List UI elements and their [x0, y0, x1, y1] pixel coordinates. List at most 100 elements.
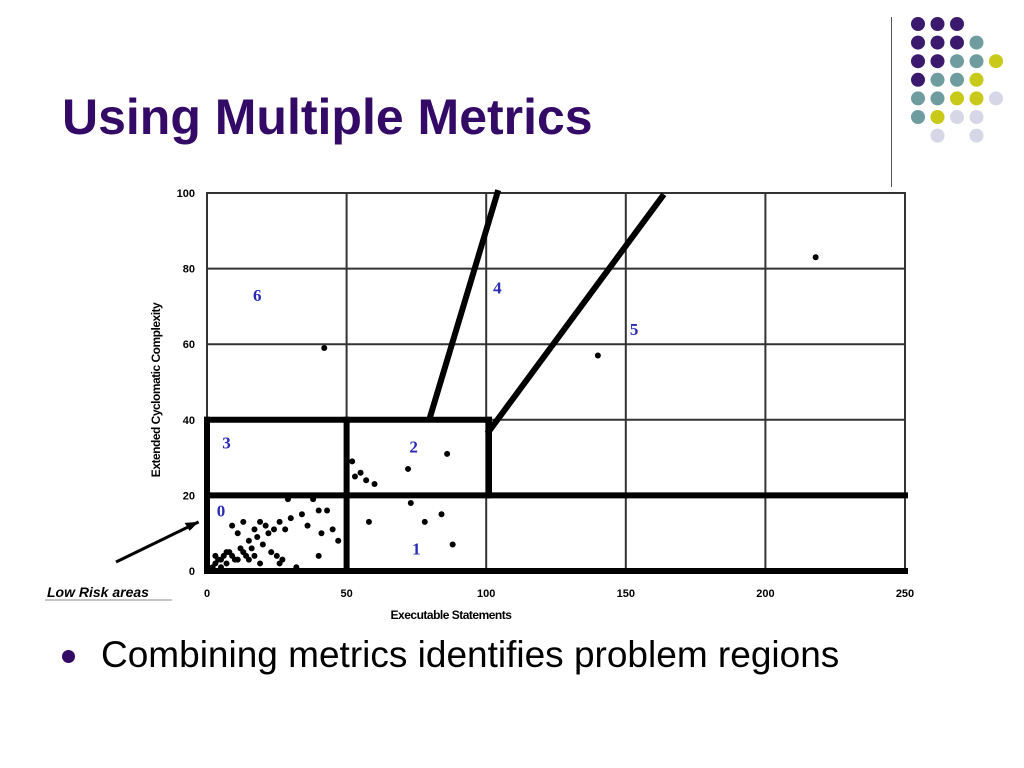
- bullet-item: Combining metrics identifies problem reg…: [62, 634, 839, 676]
- annotation-arrowhead-icon: [184, 521, 199, 531]
- plot-frame: [206, 192, 906, 572]
- decorative-dot-grid: [911, 17, 1003, 143]
- region-label: 1: [412, 539, 421, 558]
- y-tick-label: 0: [189, 566, 195, 578]
- decorative-dot: [969, 91, 984, 106]
- data-point: [594, 352, 601, 359]
- decorative-dot: [969, 128, 984, 143]
- data-point: [363, 477, 370, 484]
- data-point: [282, 526, 289, 533]
- decorative-dot: [930, 110, 945, 124]
- decorative-dot: [930, 17, 945, 31]
- region-boundary-line: [426, 189, 502, 420]
- data-point: [284, 496, 291, 503]
- decorative-dot: [911, 35, 925, 50]
- region-label: 2: [409, 437, 418, 456]
- data-point: [240, 518, 247, 525]
- data-point: [223, 560, 230, 567]
- data-point: [223, 549, 230, 556]
- decorative-dot: [989, 91, 1003, 106]
- data-point: [273, 552, 280, 559]
- decorative-dot: [950, 110, 964, 124]
- decorative-dot: [911, 110, 925, 124]
- data-point: [234, 556, 241, 563]
- data-point: [287, 515, 294, 522]
- data-point: [217, 564, 224, 571]
- x-tick-label: 0: [204, 588, 210, 600]
- x-tick-label: 200: [756, 588, 774, 600]
- x-tick-label: 50: [340, 588, 352, 600]
- data-point: [251, 526, 258, 533]
- bullet-text: Combining metrics identifies problem reg…: [101, 634, 840, 675]
- data-point: [265, 530, 272, 537]
- data-point: [315, 552, 322, 559]
- decorative-dot: [950, 54, 964, 69]
- data-point: [407, 499, 414, 506]
- data-point: [234, 530, 241, 537]
- data-point: [259, 541, 266, 548]
- title-divider: [891, 17, 892, 187]
- data-point: [262, 522, 269, 529]
- x-tick-label: 150: [617, 588, 635, 600]
- decorative-dot: [911, 17, 925, 31]
- data-point: [217, 556, 224, 563]
- decorative-dot: [911, 72, 925, 87]
- region-label: 3: [222, 433, 231, 452]
- y-tick-label: 80: [183, 264, 195, 276]
- bullet-point-icon: [62, 649, 75, 663]
- data-point: [310, 496, 317, 503]
- data-point: [365, 518, 372, 525]
- y-tick-label: 60: [183, 339, 195, 351]
- decorative-dot: [950, 35, 964, 50]
- data-point: [229, 552, 236, 559]
- data-point: [268, 549, 275, 556]
- data-point: [405, 465, 412, 472]
- data-point: [371, 481, 378, 488]
- region-label: 4: [493, 279, 502, 298]
- decorative-dot: [950, 17, 964, 31]
- data-point: [315, 507, 322, 514]
- y-tick-label: 20: [183, 490, 195, 502]
- data-point: [257, 518, 264, 525]
- region-label: 5: [630, 320, 639, 339]
- data-point: [351, 473, 358, 480]
- data-point: [321, 344, 328, 351]
- data-point: [212, 552, 219, 559]
- x-tick-label: 250: [896, 588, 914, 600]
- decorative-dot: [930, 54, 945, 69]
- region-boundary-line: [484, 192, 667, 436]
- slide-title: Using Multiple Metrics: [62, 89, 593, 145]
- data-point: [421, 518, 428, 525]
- decorative-dot: [911, 91, 925, 106]
- data-point: [335, 537, 342, 544]
- data-point: [251, 552, 258, 559]
- data-point: [229, 522, 236, 529]
- decorative-dot: [950, 72, 964, 87]
- data-point: [245, 556, 252, 563]
- decorative-dot: [969, 110, 984, 124]
- region-label: 6: [253, 286, 262, 305]
- data-point: [438, 511, 445, 518]
- region-label: 0: [217, 502, 226, 521]
- data-point: [812, 254, 819, 261]
- decorative-dot: [989, 54, 1003, 69]
- decorative-dot: [969, 72, 984, 87]
- data-point: [329, 526, 336, 533]
- data-point: [449, 541, 456, 548]
- data-point: [357, 469, 364, 476]
- decorative-dot: [911, 54, 925, 69]
- data-point: [324, 507, 331, 514]
- data-point: [318, 530, 325, 537]
- data-point: [298, 511, 305, 518]
- decorative-dot: [930, 35, 945, 50]
- decorative-dot: [930, 128, 945, 143]
- x-axis-label: Executable Statements: [391, 608, 513, 622]
- decorative-dot: [930, 72, 945, 87]
- data-point: [304, 522, 311, 529]
- annotation-label: Low Risk areas: [47, 584, 149, 600]
- x-tick-label: 100: [477, 588, 495, 600]
- decorative-dot: [950, 91, 964, 106]
- data-point: [279, 556, 286, 563]
- data-point: [444, 450, 451, 457]
